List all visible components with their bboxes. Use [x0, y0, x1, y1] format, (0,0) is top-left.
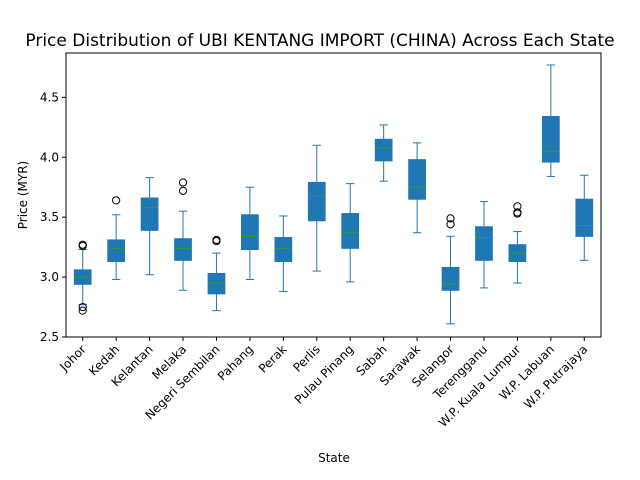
y-tick-label: 3.5	[40, 210, 59, 224]
x-axis-label: State	[318, 451, 350, 465]
axes-frame	[65, 52, 602, 338]
box-iqr	[307, 181, 326, 222]
y-tick-label: 4.5	[40, 90, 59, 104]
outlier-point	[446, 214, 455, 223]
box-iqr	[107, 239, 126, 263]
box-iqr	[140, 197, 159, 231]
outlier-point	[513, 209, 522, 218]
outlier-point	[78, 302, 87, 312]
outlier-point	[78, 306, 87, 315]
outlier-point	[212, 235, 221, 245]
box-iqr	[241, 214, 259, 251]
box-iqr	[274, 237, 293, 263]
outlier-point	[112, 196, 121, 205]
box-iqr	[374, 138, 393, 162]
box-iqr	[207, 272, 226, 295]
box-iqr	[441, 266, 460, 291]
y-tick-label: 2.5	[40, 330, 59, 344]
y-axis-label: Price (MYR)	[16, 161, 30, 229]
chart-title: Price Distribution of UBI KENTANG IMPORT…	[25, 31, 614, 51]
outlier-point	[446, 220, 455, 229]
y-tick-label: 4.0	[40, 150, 59, 164]
box-iqr	[408, 159, 426, 200]
box-iqr	[575, 198, 594, 237]
outlier-point	[78, 240, 87, 249]
box-iqr	[475, 226, 493, 261]
outlier-point	[178, 186, 188, 195]
box-iqr	[541, 116, 560, 163]
box-iqr	[341, 213, 360, 249]
outlier-point	[178, 178, 188, 187]
box-iqr	[174, 238, 192, 261]
y-tick-label: 3.0	[40, 270, 59, 284]
